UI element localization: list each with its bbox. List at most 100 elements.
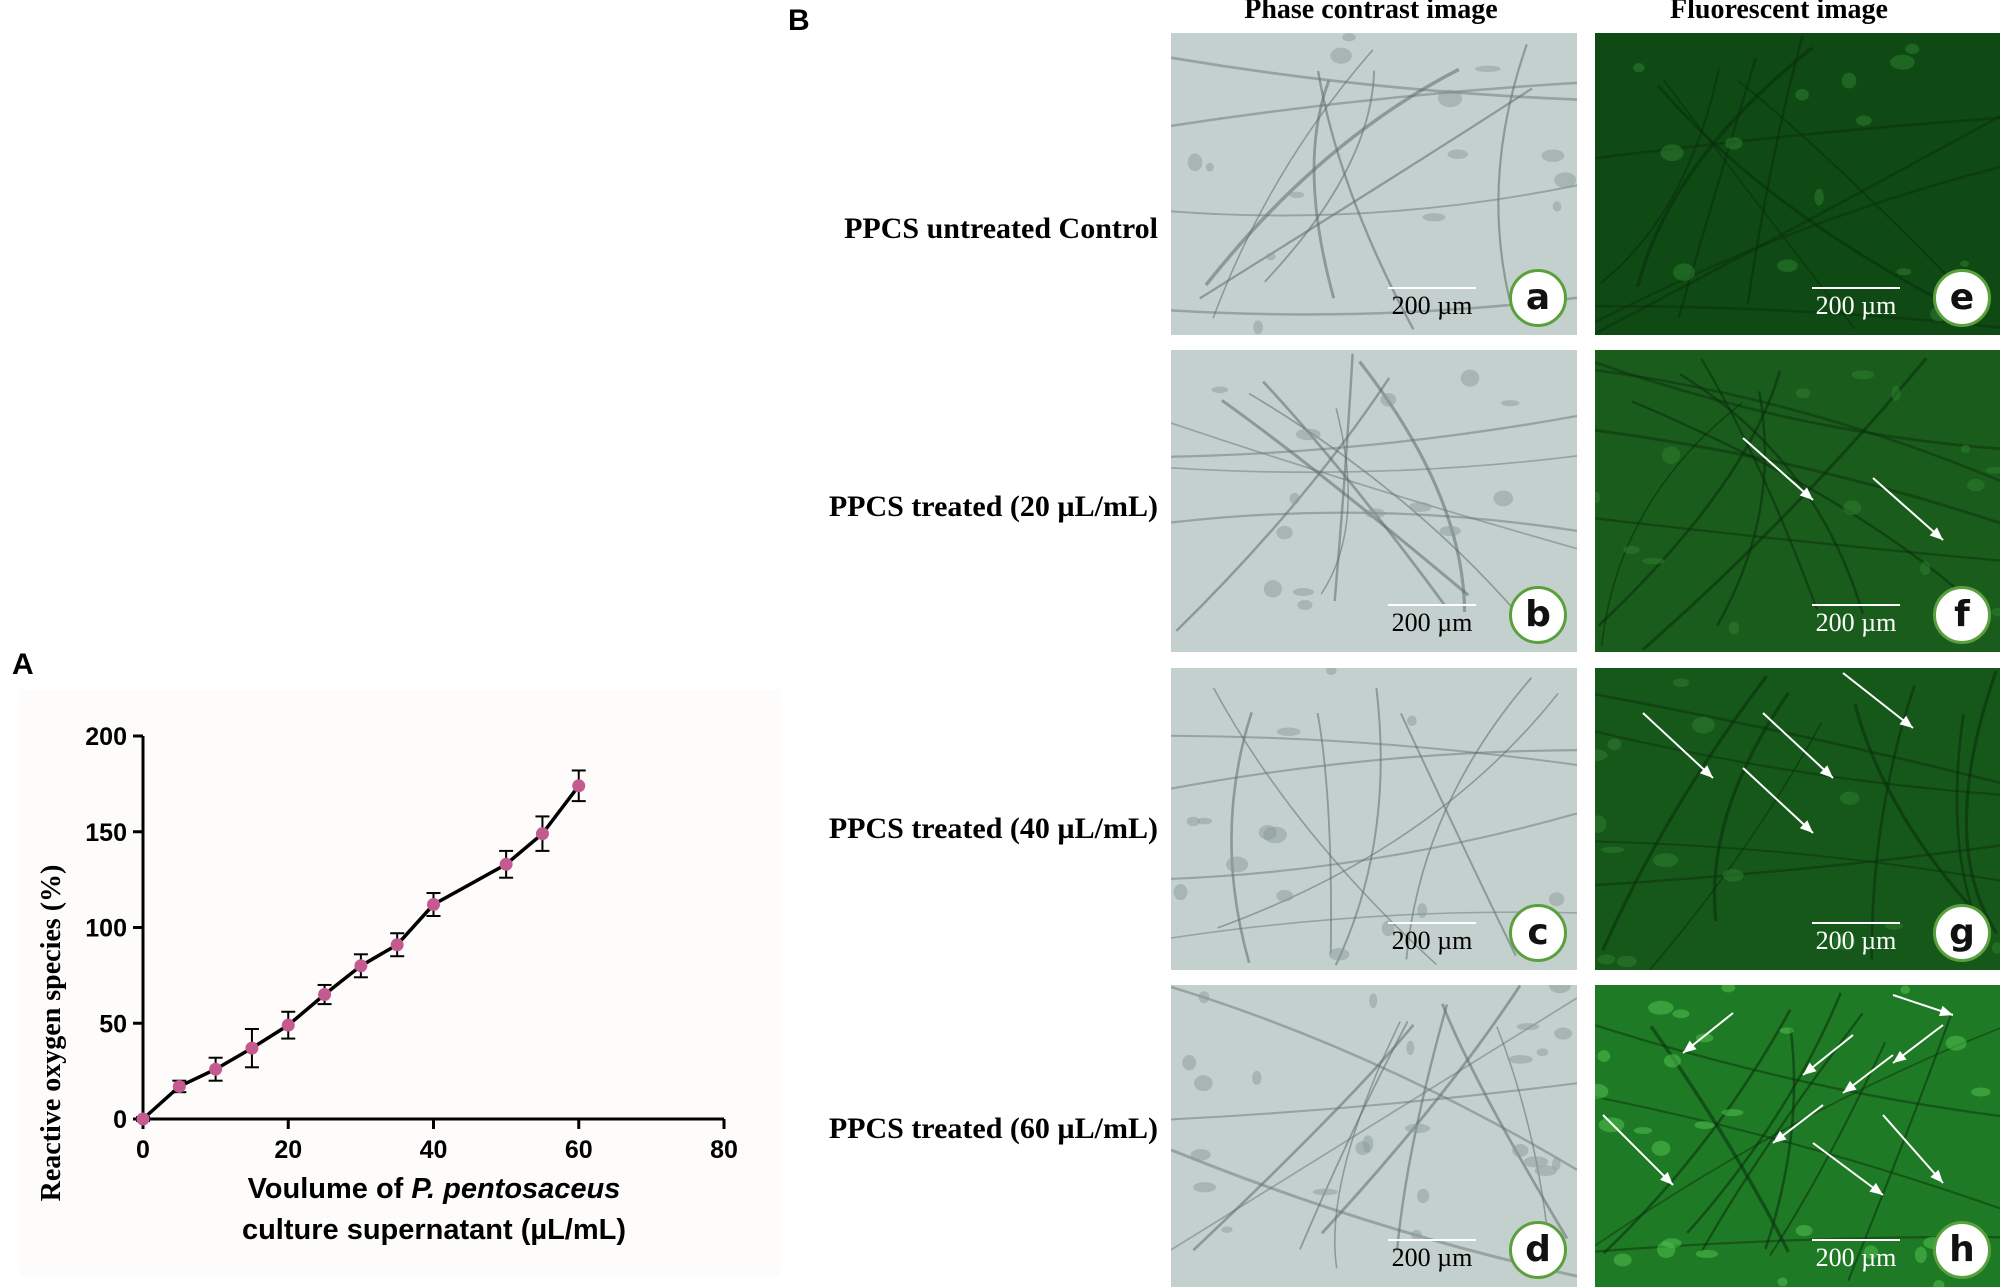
image-letter-badge: h <box>1933 1221 1991 1279</box>
hypha-strand <box>1595 693 2000 785</box>
hypha-strand <box>1700 358 1819 610</box>
panel-a-label: A <box>12 648 34 681</box>
spore <box>1595 815 1607 833</box>
spore <box>1493 490 1514 507</box>
spore <box>1330 47 1352 64</box>
y-tick-label: 100 <box>85 915 127 943</box>
hypha-strand <box>1737 79 1955 284</box>
spore <box>1960 260 1970 267</box>
spore <box>1595 1083 1609 1099</box>
data-point <box>172 1079 186 1093</box>
scale-bar-line <box>1388 604 1476 606</box>
data-point <box>499 857 513 871</box>
hypha-strand <box>1700 1012 1864 1253</box>
data-point <box>136 1112 150 1126</box>
ros-line-chart: 0 20 40 60 80 0 50 100 150 200 Reactive oxygen sp… <box>20 690 780 1275</box>
spore <box>1663 1054 1682 1068</box>
scale-bar-label: 200 µm <box>1815 926 1897 955</box>
hypha-strand <box>1595 114 2000 335</box>
hypha-strand <box>1171 414 1577 458</box>
spore <box>1365 508 1386 519</box>
y-axis-label: Reactive oxygen species (%) <box>36 865 67 1202</box>
arrow-head <box>1799 820 1813 833</box>
spore <box>1289 191 1305 199</box>
spore <box>1460 369 1480 387</box>
hypha-strand <box>1175 377 1391 632</box>
spore <box>1534 1165 1557 1177</box>
spore <box>1648 1000 1674 1015</box>
spore <box>1221 1226 1233 1233</box>
panel-b-label: B <box>788 4 810 37</box>
spore <box>1642 557 1665 565</box>
spore <box>1549 985 1571 994</box>
spore <box>1381 920 1395 937</box>
hypha-strand <box>1171 81 1577 128</box>
hypha-strand <box>1334 1021 1401 1269</box>
arrow-head <box>1899 715 1913 728</box>
phase-contrast-image-2: 200 µm b <box>1171 350 1577 652</box>
spore <box>1662 1238 1682 1248</box>
row-label-control: PPCS untreated Control <box>844 212 1158 245</box>
scale-bar-label: 200 µm <box>1391 608 1473 637</box>
spore <box>1523 1156 1549 1168</box>
micrograph-texture <box>1171 668 1577 966</box>
hypha-strand <box>1299 1020 1409 1250</box>
hypha-strand <box>1595 361 2000 451</box>
x-tick-label: 60 <box>565 1136 593 1164</box>
y-tick-label: 0 <box>113 1106 127 1134</box>
hypha-strand <box>1171 749 1577 790</box>
spore <box>1777 259 1798 272</box>
micrograph-texture <box>1171 33 1577 335</box>
x-tick-label: 20 <box>274 1136 302 1164</box>
image-letter-badge: g <box>1933 904 1991 962</box>
spore <box>1725 137 1743 150</box>
arrow-shaft <box>1882 1114 1944 1184</box>
scale-bar: 200 µm <box>1377 1239 1487 1273</box>
micrograph-texture <box>1171 985 1577 1278</box>
scale-bar-line <box>1812 922 1900 924</box>
data-point <box>535 827 549 841</box>
x-axis-label-prefix: Voulume of <box>248 1173 412 1205</box>
spore <box>1508 1055 1533 1064</box>
spore <box>1595 749 1608 762</box>
arrow-head <box>1843 1080 1857 1093</box>
scale-bar-line <box>1388 1239 1476 1241</box>
spore <box>1721 985 1736 993</box>
hypha-strand <box>1333 353 1354 602</box>
hypha-strand <box>1602 1009 1792 1255</box>
hypha-strand <box>1395 1004 1449 1251</box>
spore <box>1326 668 1337 675</box>
row-label-40: PPCS treated (40 µL/mL) <box>828 812 1158 845</box>
hypha-strand <box>1649 722 1822 970</box>
x-axis-label-species: P. pentosaceus <box>411 1173 620 1205</box>
scale-bar: 200 µm <box>1377 287 1487 321</box>
spore <box>1516 1023 1540 1031</box>
spore <box>1312 1188 1339 1196</box>
hypha-strand <box>1642 357 1928 651</box>
spore <box>1416 1188 1430 1204</box>
hypha-strand <box>1171 184 1577 217</box>
spore <box>1991 607 2000 617</box>
spore <box>1173 883 1188 901</box>
hypha-strand <box>1955 714 1980 925</box>
arrow-head <box>1803 1062 1817 1075</box>
spore <box>1552 201 1562 212</box>
scale-bar-label: 200 µm <box>1815 608 1897 637</box>
y-tick-label: 200 <box>85 723 127 751</box>
spore <box>1422 213 1446 222</box>
hypha-strand <box>1677 57 1757 319</box>
image-letter-badge: b <box>1509 586 1567 644</box>
hypha-strand <box>1712 691 1790 922</box>
x-tick-label: 80 <box>710 1136 738 1164</box>
column-title-phase-contrast: Phase contrast image <box>1244 0 1498 25</box>
hypha-strand <box>1204 67 1460 287</box>
arrow-shaft <box>1602 1114 1674 1186</box>
spore <box>1263 580 1282 598</box>
spore <box>1795 89 1809 101</box>
spore <box>1660 144 1684 162</box>
arrow-head <box>1939 1005 1953 1017</box>
spore <box>1182 1054 1197 1071</box>
spore <box>1475 65 1501 73</box>
hypha-strand <box>1171 734 1577 766</box>
spore <box>1692 716 1715 734</box>
